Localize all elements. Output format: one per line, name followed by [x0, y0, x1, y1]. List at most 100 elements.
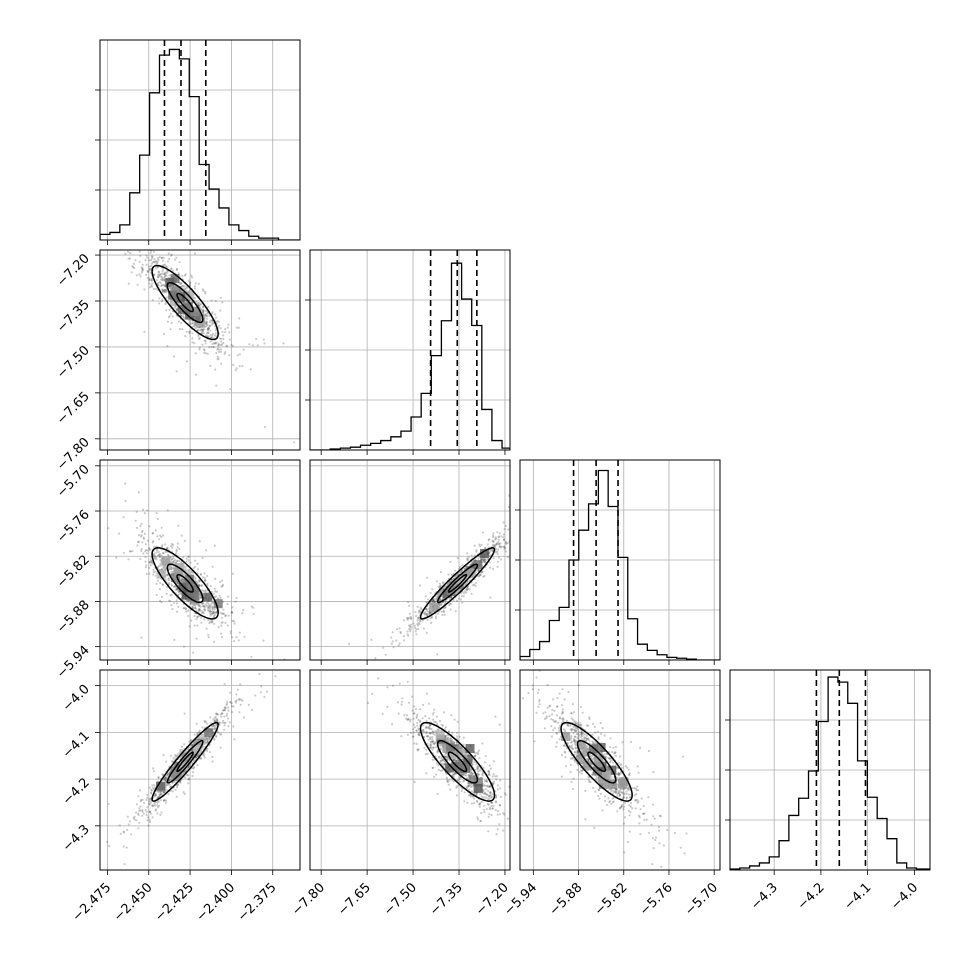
- sample-point: [548, 705, 551, 708]
- sample-point: [489, 794, 492, 797]
- sample-point: [439, 584, 442, 587]
- sample-point: [489, 596, 492, 599]
- sample-point: [413, 742, 416, 745]
- sample-point: [440, 762, 443, 765]
- sample-point: [156, 266, 159, 269]
- sample-point: [465, 787, 469, 790]
- sample-point: [416, 619, 419, 622]
- sample-point: [510, 543, 512, 545]
- sample-point: [483, 792, 486, 795]
- sample-point: [494, 809, 497, 812]
- sample-point: [483, 574, 486, 578]
- sample-point: [406, 680, 409, 683]
- sample-point: [441, 582, 445, 585]
- sample-point: [483, 779, 486, 783]
- sample-point: [210, 345, 213, 349]
- sample-point: [238, 365, 241, 368]
- sample-point: [516, 699, 518, 701]
- sample-point: [429, 732, 432, 735]
- sample-point: [208, 326, 211, 329]
- sample-point: [209, 333, 212, 337]
- sample-point: [449, 560, 452, 563]
- sample-point: [183, 792, 186, 796]
- sample-point: [170, 267, 173, 270]
- sample-point: [482, 560, 485, 564]
- sample-point: [427, 727, 431, 730]
- sample-point: [203, 313, 206, 317]
- sample-point: [172, 766, 175, 769]
- sample-point: [198, 584, 201, 587]
- sample-point: [195, 617, 198, 621]
- sample-point: [435, 580, 438, 583]
- sample-point: [208, 608, 211, 611]
- sample-point: [216, 731, 219, 734]
- sample-point: [409, 718, 412, 721]
- sample-point: [484, 791, 487, 794]
- sample-point: [517, 827, 519, 829]
- sample-point: [211, 607, 214, 610]
- histogram-panel-0: [95, 39, 301, 245]
- sample-point: [241, 699, 244, 702]
- sample-point: [193, 766, 196, 769]
- sample-point: [487, 769, 490, 772]
- sample-point: [400, 703, 403, 706]
- sample-point: [200, 308, 203, 311]
- sample-point: [413, 712, 416, 715]
- sample-point: [483, 808, 486, 811]
- sample-point: [237, 326, 240, 329]
- sample-point: [169, 754, 172, 757]
- sample-point: [205, 322, 208, 325]
- density-cell: [193, 745, 203, 755]
- sample-point: [175, 786, 179, 789]
- sample-point: [187, 609, 190, 612]
- sample-point: [135, 811, 138, 814]
- sample-point: [465, 785, 468, 789]
- sample-point: [206, 582, 209, 585]
- sample-point: [238, 631, 241, 634]
- sample-point: [374, 657, 377, 660]
- sample-point: [209, 585, 212, 588]
- y-tick-label: −7.20: [54, 251, 93, 290]
- sample-point: [482, 788, 485, 792]
- sample-point: [429, 740, 432, 743]
- sample-point: [502, 812, 505, 815]
- sample-point: [164, 776, 167, 779]
- sample-point: [413, 726, 417, 729]
- sample-point: [220, 712, 223, 715]
- sample-point: [408, 612, 411, 615]
- sample-point: [474, 754, 477, 757]
- sample-point: [594, 741, 597, 744]
- sample-point: [204, 579, 207, 582]
- sample-point: [491, 807, 494, 810]
- sample-point: [172, 756, 175, 760]
- sample-point: [204, 325, 207, 328]
- sample-point: [455, 760, 458, 763]
- sample-point: [490, 801, 494, 805]
- sample-point: [205, 720, 208, 723]
- sample-point: [483, 558, 486, 561]
- sample-point: [144, 550, 147, 553]
- sample-point: [444, 726, 447, 729]
- sample-point: [139, 557, 142, 561]
- sample-point: [454, 569, 457, 572]
- sample-point: [483, 811, 486, 814]
- sample-point: [466, 588, 469, 591]
- sample-point: [140, 531, 144, 534]
- sample-point: [636, 801, 639, 804]
- sample-point: [143, 240, 145, 242]
- sample-point: [198, 337, 201, 341]
- density-cell: [161, 556, 171, 566]
- sample-point: [467, 587, 470, 590]
- sample-point: [183, 539, 186, 543]
- sample-point: [178, 261, 181, 264]
- sample-point: [207, 335, 210, 338]
- sample-point: [482, 766, 485, 769]
- sample-point: [196, 301, 199, 304]
- sample-point: [204, 589, 207, 592]
- sample-point: [124, 499, 127, 503]
- sample-point: [482, 796, 485, 799]
- sample-point: [201, 330, 204, 333]
- density-cell: [465, 744, 475, 753]
- sample-point: [413, 705, 416, 708]
- sample-point: [425, 601, 428, 604]
